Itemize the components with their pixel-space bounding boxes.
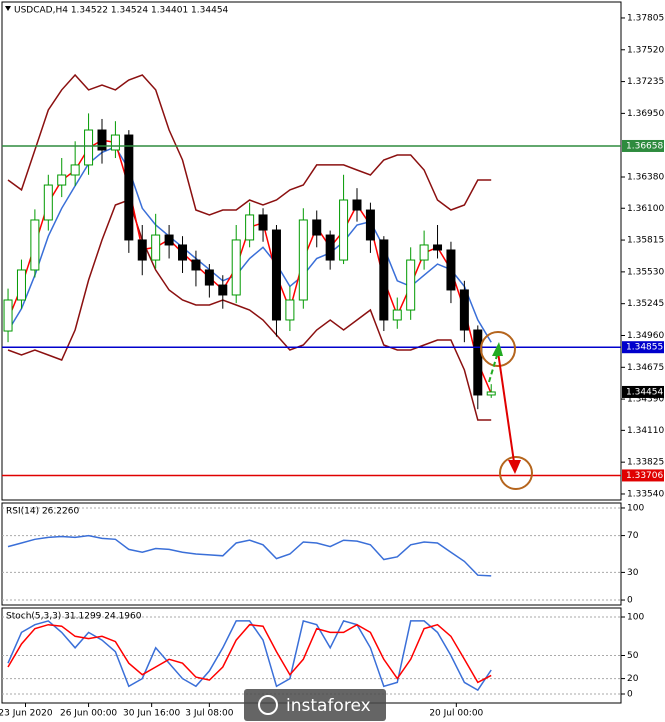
y-tick-label: 1.34390 (627, 395, 664, 405)
arrow-head (492, 342, 503, 356)
candle-body (43, 184, 53, 221)
forecast-arrow (497, 351, 515, 463)
candle-body (406, 259, 416, 311)
indicator-line (7, 623, 492, 684)
candle-body (110, 134, 120, 151)
y-tick-label: 100 (627, 503, 644, 513)
candle-body (298, 219, 308, 301)
level-label-box (622, 385, 664, 398)
indicator-line (7, 534, 492, 577)
y-tick-label: 1.33825 (627, 458, 664, 468)
candle-body (473, 329, 483, 396)
panel-frame (1, 1, 622, 501)
level-label: 1.33706 (626, 471, 663, 481)
candle-body (178, 244, 188, 261)
x-tick-label: 26 Jun 00:00 (60, 709, 117, 719)
watermark-box (244, 689, 386, 721)
y-tick-label: 0 (627, 596, 633, 606)
y-tick-label: 1.33540 (627, 489, 664, 499)
candle-body (379, 239, 389, 321)
candle-body (271, 229, 281, 321)
y-tick-label: 1.34675 (627, 363, 664, 373)
target-circle (499, 456, 533, 490)
candle-body (3, 299, 13, 332)
candle-body (57, 174, 67, 186)
candle-body (164, 234, 174, 246)
watermark-text: instaforex (286, 696, 371, 716)
y-tick-label: 1.35530 (627, 267, 664, 277)
indicator-line (7, 199, 492, 421)
candle-body (392, 309, 402, 321)
y-tick-label: 1.34960 (627, 331, 664, 341)
y-tick-label: 1.34110 (627, 426, 664, 436)
y-tick-label: 1.35245 (627, 299, 664, 309)
y-tick-label: 30 (627, 568, 639, 578)
menu-icon (5, 6, 11, 11)
level-label: 1.34855 (626, 343, 663, 353)
y-tick-label: 1.36380 (627, 173, 664, 183)
watermark-logo (258, 695, 278, 715)
candle-body (352, 199, 362, 211)
panel-frame (1, 502, 622, 606)
y-tick-label: 1.37805 (627, 13, 664, 23)
candle-body (433, 244, 443, 251)
candle-body (16, 269, 26, 301)
level-label-box (622, 469, 664, 482)
candle-body (218, 284, 228, 296)
indicator-line (7, 619, 492, 692)
candle-body (325, 234, 335, 261)
candle-body (70, 164, 80, 176)
candle-body (245, 214, 255, 241)
y-tick-label: 50 (627, 651, 639, 661)
panel-title: Stoch(5,3,3) 31.1299 24.1960 (6, 612, 142, 622)
candle-body (137, 239, 147, 261)
level-label-box (622, 341, 664, 354)
candle-body (97, 129, 107, 151)
target-circle (480, 331, 516, 367)
candle-body (258, 214, 268, 231)
y-tick-label: 1.36950 (627, 109, 664, 119)
candle-body (124, 134, 134, 241)
candle-body (365, 209, 375, 241)
y-tick-label: 0 (627, 689, 633, 699)
candle-body (486, 391, 496, 396)
y-tick-label: 100 (627, 613, 644, 623)
x-tick-label: 30 Jun 16:00 (123, 709, 180, 719)
forecast-arrow (488, 351, 499, 383)
x-tick-label: 3 Jul 08:00 (185, 709, 234, 719)
candle-body (204, 269, 214, 286)
level-label-box (622, 139, 664, 152)
annotations (5, 6, 533, 490)
x-tick-label: 23 Jun 2020 (0, 709, 53, 719)
indicator-line (7, 73, 492, 216)
y-tick-label: 1.37520 (627, 45, 664, 55)
y-tick-label: 1.36100 (627, 204, 664, 214)
candle-body (84, 129, 94, 166)
level-label: 1.36658 (626, 141, 663, 151)
candle-body (30, 219, 40, 271)
candle-body (191, 259, 201, 271)
candle-body (459, 289, 469, 331)
candle-body (231, 239, 241, 296)
candle-body (285, 299, 295, 321)
x-tick-label: 20 Jul 00:00 (429, 709, 483, 719)
y-tick-label: 70 (627, 531, 639, 541)
level-label: 1.34454 (626, 387, 663, 397)
watermark: instaforex (244, 689, 386, 721)
candle-body (339, 199, 349, 261)
y-tick-label: 1.37235 (627, 77, 664, 87)
panel-title: RSI(14) 26.2260 (6, 507, 79, 517)
y-tick-label: 20 (627, 674, 639, 684)
candle-body (312, 219, 322, 236)
candle-body (151, 234, 161, 261)
candle-body (446, 249, 456, 291)
arrow-head (508, 460, 521, 474)
candle-body (419, 244, 429, 261)
panel-title: USDCAD,H4 1.34522 1.34524 1.34401 1.3445… (14, 6, 229, 16)
y-tick-label: 1.35815 (627, 236, 664, 246)
